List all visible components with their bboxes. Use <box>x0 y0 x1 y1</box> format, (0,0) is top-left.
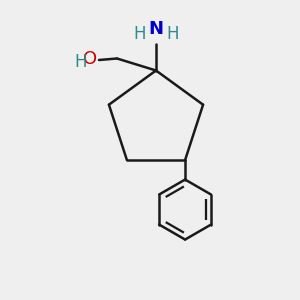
Text: H: H <box>166 25 179 43</box>
Text: N: N <box>148 20 164 38</box>
Text: O: O <box>83 50 98 68</box>
Text: H: H <box>133 25 146 43</box>
Text: H: H <box>74 53 87 71</box>
